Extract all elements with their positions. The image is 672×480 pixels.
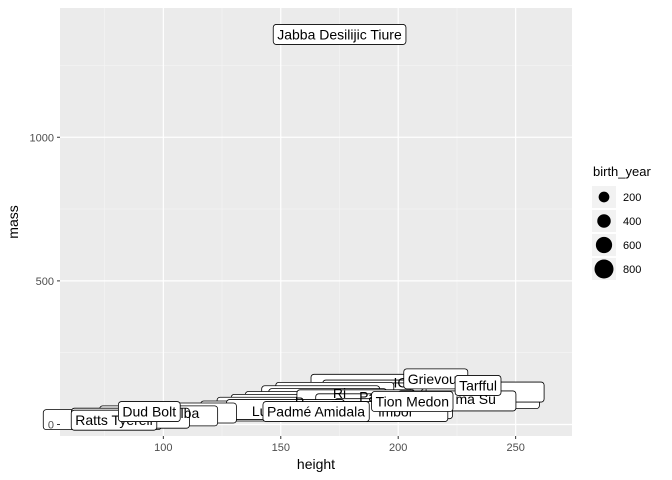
label-text: Grievous — [408, 371, 464, 387]
legend-title: birth_year — [593, 164, 651, 179]
legend-size-point — [597, 214, 611, 228]
legend-label: 800 — [623, 264, 641, 276]
point-label: Jabba Desilijic Tiure — [272, 24, 407, 45]
legend: birth_year 200 400 600 800 — [592, 164, 651, 280]
label-text: Tarfful — [459, 377, 497, 393]
label-box — [454, 375, 502, 396]
x-tick-label: 100 — [154, 442, 172, 454]
label-fragment: Ri — [333, 385, 346, 401]
label-box — [371, 391, 454, 412]
y-tick-label: 1000 — [30, 132, 54, 144]
legend-label: 400 — [623, 216, 641, 228]
x-axis-title: height — [297, 456, 335, 472]
point-label: Tion Medon — [371, 391, 454, 412]
legend-label: 200 — [623, 192, 641, 204]
y-axis-title: mass — [5, 205, 21, 238]
plot-panel — [60, 8, 572, 436]
point-label: Tarfful — [454, 375, 502, 396]
label-text: Padmé Amidala — [267, 404, 365, 420]
y-tick-label: 0 — [48, 420, 54, 432]
label-text: Dud Bolt — [122, 404, 176, 420]
y-tick-label: 500 — [36, 276, 54, 288]
x-tick-label: 250 — [506, 442, 524, 454]
label-text: Jabba Desilijic Tiure — [277, 26, 402, 42]
x-tick-label: 150 — [272, 442, 290, 454]
legend-size-point — [595, 236, 613, 254]
point-label: Padmé Amidala — [262, 401, 370, 422]
point-label: Dud Bolt — [117, 401, 181, 422]
point-label: Grievous — [403, 368, 469, 390]
legend-size-point — [594, 259, 614, 279]
x-tick-label: 200 — [389, 442, 407, 454]
label-box — [117, 401, 181, 422]
legend-size-point — [598, 191, 610, 203]
label-box — [262, 401, 370, 422]
label-text: Tion Medon — [376, 394, 449, 410]
label-box — [272, 24, 407, 45]
legend-label: 600 — [623, 240, 641, 252]
